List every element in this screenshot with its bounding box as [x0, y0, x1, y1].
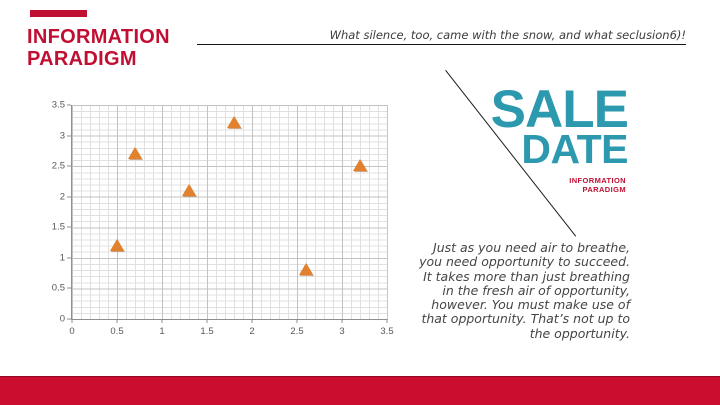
header-rule — [197, 44, 686, 46]
body-line: however. You must make use of — [431, 297, 630, 313]
brand-line-1: INFORMATION — [569, 176, 626, 185]
title-line-2: PARADIGM — [27, 48, 137, 70]
y-tick-label: 3 — [59, 130, 65, 142]
y-tick-mark — [67, 318, 71, 320]
y-tick-mark — [67, 104, 71, 106]
x-tick-mark — [161, 319, 163, 323]
scatter-point — [182, 183, 196, 196]
x-tick-label: 0.5 — [110, 326, 124, 337]
x-tick-mark — [206, 319, 208, 323]
date-word: DATE — [521, 126, 628, 172]
x-tick-label: 2.5 — [290, 326, 304, 337]
slide-title: INFORMATION PARADIGM — [27, 26, 170, 70]
y-tick-mark — [67, 226, 71, 228]
scatter-point — [128, 146, 142, 159]
body-line: in the fresh air of opportunity, — [442, 282, 630, 298]
x-tick-label: 2 — [249, 326, 255, 337]
y-tick-mark — [67, 196, 71, 198]
y-tick-label: 2.5 — [51, 160, 65, 172]
y-tick-mark — [67, 135, 71, 137]
y-tick-mark — [67, 165, 71, 167]
x-tick-mark — [386, 319, 388, 323]
y-tick-label: 0 — [59, 313, 65, 325]
body-quote: Just as you need air to breathe, you nee… — [380, 240, 630, 341]
body-line: you need opportunity to succeed. — [419, 254, 630, 270]
body-line: the opportunity. — [529, 325, 630, 341]
plot-area: 0 0.5 1 1.5 2 2.5 3 3.5 0 0.5 1 1.5 2 2.5 3 3.5 — [52, 100, 394, 338]
body-line: It takes more than just breathing — [423, 268, 630, 284]
header-quote: What silence, too, came with the snow, a… — [329, 28, 686, 42]
x-tick-mark — [71, 319, 73, 323]
x-tick-mark — [116, 319, 118, 323]
y-tick-label: 0.5 — [51, 282, 65, 294]
scatter-point — [110, 238, 124, 251]
x-tick-mark — [251, 319, 253, 323]
footer-band — [0, 376, 720, 405]
x-tick-label: 0 — [69, 326, 75, 337]
x-tick-label: 3.5 — [380, 326, 394, 337]
brand-block: INFORMATION PARADIGM — [569, 176, 626, 194]
scatter-point — [353, 159, 367, 172]
x-tick-label: 1 — [159, 326, 165, 337]
y-tick-mark — [67, 257, 71, 259]
x-tick-label: 1.5 — [200, 326, 214, 337]
y-tick-label: 1 — [59, 252, 65, 264]
title-line-1: INFORMATION — [27, 26, 170, 48]
x-tick-mark — [296, 319, 298, 323]
body-line: Just as you need air to breathe, — [433, 240, 630, 255]
scatter-point — [299, 263, 313, 276]
x-tick-mark — [341, 319, 343, 323]
y-tick-label: 2 — [59, 191, 65, 203]
y-tick-label: 1.5 — [51, 221, 65, 233]
brand-line-2: PARADIGM — [582, 185, 626, 194]
x-tick-label: 3 — [339, 326, 345, 337]
scatter-point — [226, 116, 241, 129]
y-tick-mark — [67, 287, 71, 289]
body-line: that opportunity. That’s not up to — [421, 311, 630, 327]
sale-word: SALE — [490, 80, 629, 139]
y-tick-label: 3.5 — [51, 99, 65, 111]
accent-dash — [30, 10, 87, 17]
